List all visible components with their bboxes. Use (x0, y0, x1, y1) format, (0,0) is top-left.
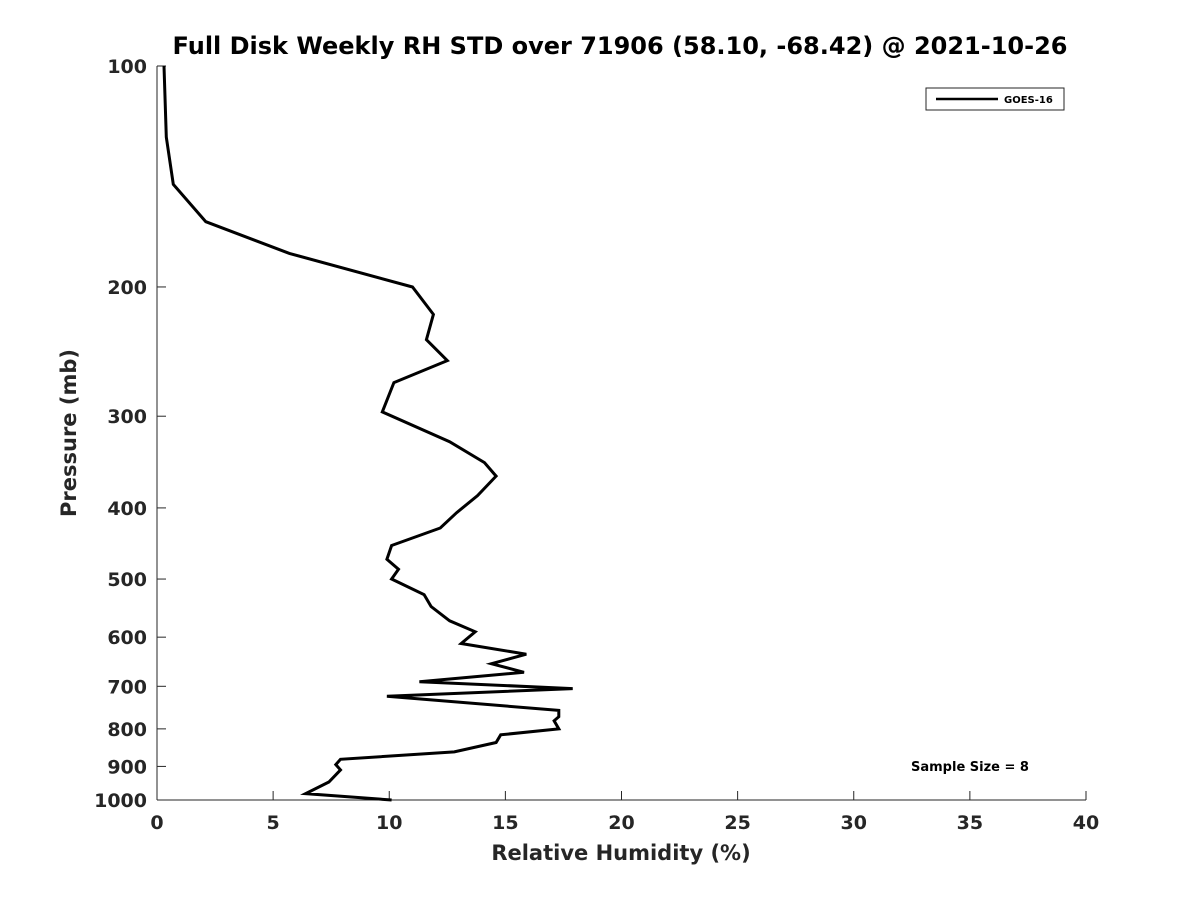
y-tick-label: 600 (107, 627, 147, 649)
y-axis-label: Pressure (mb) (57, 349, 81, 517)
x-tick-label: 30 (841, 812, 867, 834)
y-tick-label: 300 (107, 406, 147, 428)
sample-size-annotation: Sample Size = 8 (911, 760, 1029, 775)
y-tick-label: 900 (107, 756, 147, 778)
x-tick-label: 15 (492, 812, 518, 834)
y-tick-label: 100 (107, 56, 147, 78)
x-axis-label: Relative Humidity (%) (491, 841, 750, 865)
y-tick-label: 1000 (94, 790, 147, 812)
y-ticks: 100 200 300 400 500 600 700 800 900 1000 (94, 56, 166, 812)
chart-title: Full Disk Weekly RH STD over 71906 (58.1… (173, 32, 1068, 60)
y-tick-label: 500 (107, 569, 147, 591)
y-tick-label: 700 (107, 676, 147, 698)
x-tick-label: 35 (957, 812, 983, 834)
x-tick-label: 20 (608, 812, 634, 834)
legend: GOES-16 (925, 87, 1065, 111)
y-tick-label: 200 (107, 277, 147, 299)
x-tick-label: 40 (1073, 812, 1099, 834)
legend-label-goes-16: GOES-16 (1004, 95, 1053, 106)
x-ticks: 0 5 10 15 20 25 30 35 40 (150, 791, 1099, 834)
x-tick-label: 5 (267, 812, 280, 834)
y-tick-label: 800 (107, 719, 147, 741)
series-layer (162, 65, 573, 802)
x-tick-label: 0 (150, 812, 163, 834)
x-tick-label: 10 (376, 812, 402, 834)
x-tick-label: 25 (724, 812, 750, 834)
y-tick-label: 400 (107, 498, 147, 520)
series-line-goes-16 (162, 65, 573, 802)
